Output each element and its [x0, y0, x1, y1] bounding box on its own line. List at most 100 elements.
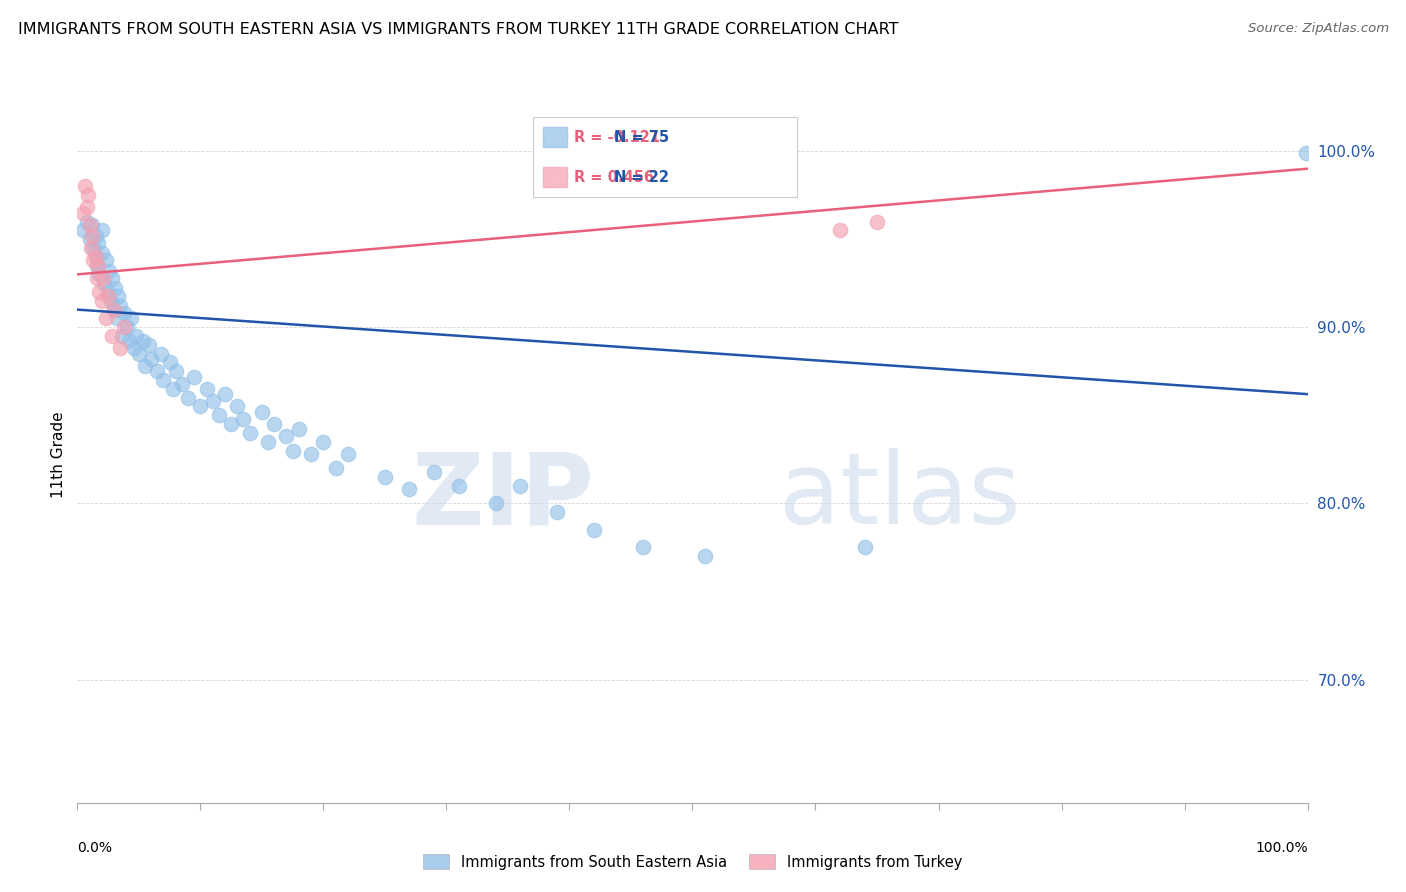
Point — [91, 271, 114, 285]
Point — [152, 373, 174, 387]
Point — [374, 470, 396, 484]
Point — [299, 447, 322, 461]
Point — [112, 306, 135, 320]
Point — [107, 288, 129, 302]
Point — [214, 387, 236, 401]
Text: IMMIGRANTS FROM SOUTH EASTERN ASIA VS IMMIGRANTS FROM TURKEY 11TH GRADE CORRELAT: IMMIGRANTS FROM SOUTH EASTERN ASIA VS IM… — [18, 22, 898, 37]
Point — [72, 205, 94, 219]
Point — [257, 434, 280, 449]
Point — [546, 505, 568, 519]
Point — [263, 417, 285, 431]
Point — [146, 364, 169, 378]
Point — [76, 201, 98, 215]
Text: Source: ZipAtlas.com: Source: ZipAtlas.com — [1249, 22, 1389, 36]
Point — [110, 299, 132, 313]
Point — [97, 288, 120, 302]
Point — [276, 429, 298, 443]
Point — [94, 311, 117, 326]
Point — [165, 364, 187, 378]
Point — [89, 285, 111, 299]
Point — [162, 382, 184, 396]
Point — [84, 228, 107, 243]
Point — [121, 311, 143, 326]
Point — [125, 329, 148, 343]
Point — [79, 232, 101, 246]
Point — [423, 465, 446, 479]
Point — [76, 214, 98, 228]
Point — [232, 412, 254, 426]
Point — [98, 264, 121, 278]
Point — [82, 218, 104, 232]
Point — [281, 443, 304, 458]
Point — [1295, 145, 1317, 160]
Point — [633, 541, 655, 555]
Point — [82, 228, 104, 243]
Point — [101, 271, 124, 285]
Point — [87, 259, 110, 273]
Text: ZIP: ZIP — [411, 448, 595, 545]
Point — [325, 461, 347, 475]
Point — [122, 342, 145, 356]
Point — [312, 434, 335, 449]
Point — [79, 218, 101, 232]
Point — [90, 223, 114, 237]
Point — [103, 302, 125, 317]
Text: atlas: atlas — [779, 448, 1021, 545]
Point — [80, 241, 103, 255]
Point — [86, 259, 108, 273]
Point — [447, 479, 470, 493]
Point — [73, 179, 96, 194]
Point — [82, 241, 104, 255]
Point — [90, 293, 114, 308]
Point — [103, 302, 125, 317]
Point — [398, 483, 420, 497]
Point — [226, 400, 249, 414]
Point — [195, 382, 218, 396]
Point — [170, 376, 193, 391]
Point — [219, 417, 242, 431]
Point — [250, 405, 273, 419]
Point — [87, 235, 110, 250]
Point — [86, 271, 108, 285]
Point — [159, 355, 181, 369]
Point — [177, 391, 200, 405]
Point — [72, 223, 94, 237]
Point — [485, 496, 508, 510]
Point — [90, 246, 114, 260]
Point — [100, 293, 122, 308]
Point — [110, 342, 132, 356]
Point — [93, 276, 115, 290]
Point — [337, 447, 360, 461]
Point — [141, 351, 163, 366]
Point — [183, 369, 205, 384]
Text: 100.0%: 100.0% — [1256, 841, 1308, 855]
Point — [188, 400, 212, 414]
Text: N = 22: N = 22 — [613, 170, 669, 185]
Text: 0.0%: 0.0% — [77, 841, 112, 855]
Point — [131, 334, 153, 349]
Point — [208, 409, 231, 423]
Text: N = 75: N = 75 — [613, 130, 669, 145]
Point — [138, 338, 160, 352]
Point — [82, 253, 104, 268]
Point — [118, 334, 141, 349]
Legend: Immigrants from South Eastern Asia, Immigrants from Turkey: Immigrants from South Eastern Asia, Immi… — [418, 848, 967, 876]
Point — [201, 394, 224, 409]
Point — [150, 346, 173, 360]
Point — [104, 281, 127, 295]
Point — [128, 346, 150, 360]
Point — [77, 188, 100, 202]
Text: R = -0.121: R = -0.121 — [574, 130, 659, 145]
Point — [134, 359, 156, 373]
Point — [288, 422, 311, 436]
Point — [84, 250, 107, 264]
Y-axis label: 11th Grade: 11th Grade — [51, 411, 66, 499]
Point — [853, 541, 876, 555]
Point — [84, 250, 107, 264]
Point — [866, 214, 889, 228]
Point — [97, 285, 120, 299]
Point — [105, 311, 128, 326]
Point — [94, 253, 117, 268]
Point — [112, 320, 135, 334]
Point — [583, 523, 606, 537]
